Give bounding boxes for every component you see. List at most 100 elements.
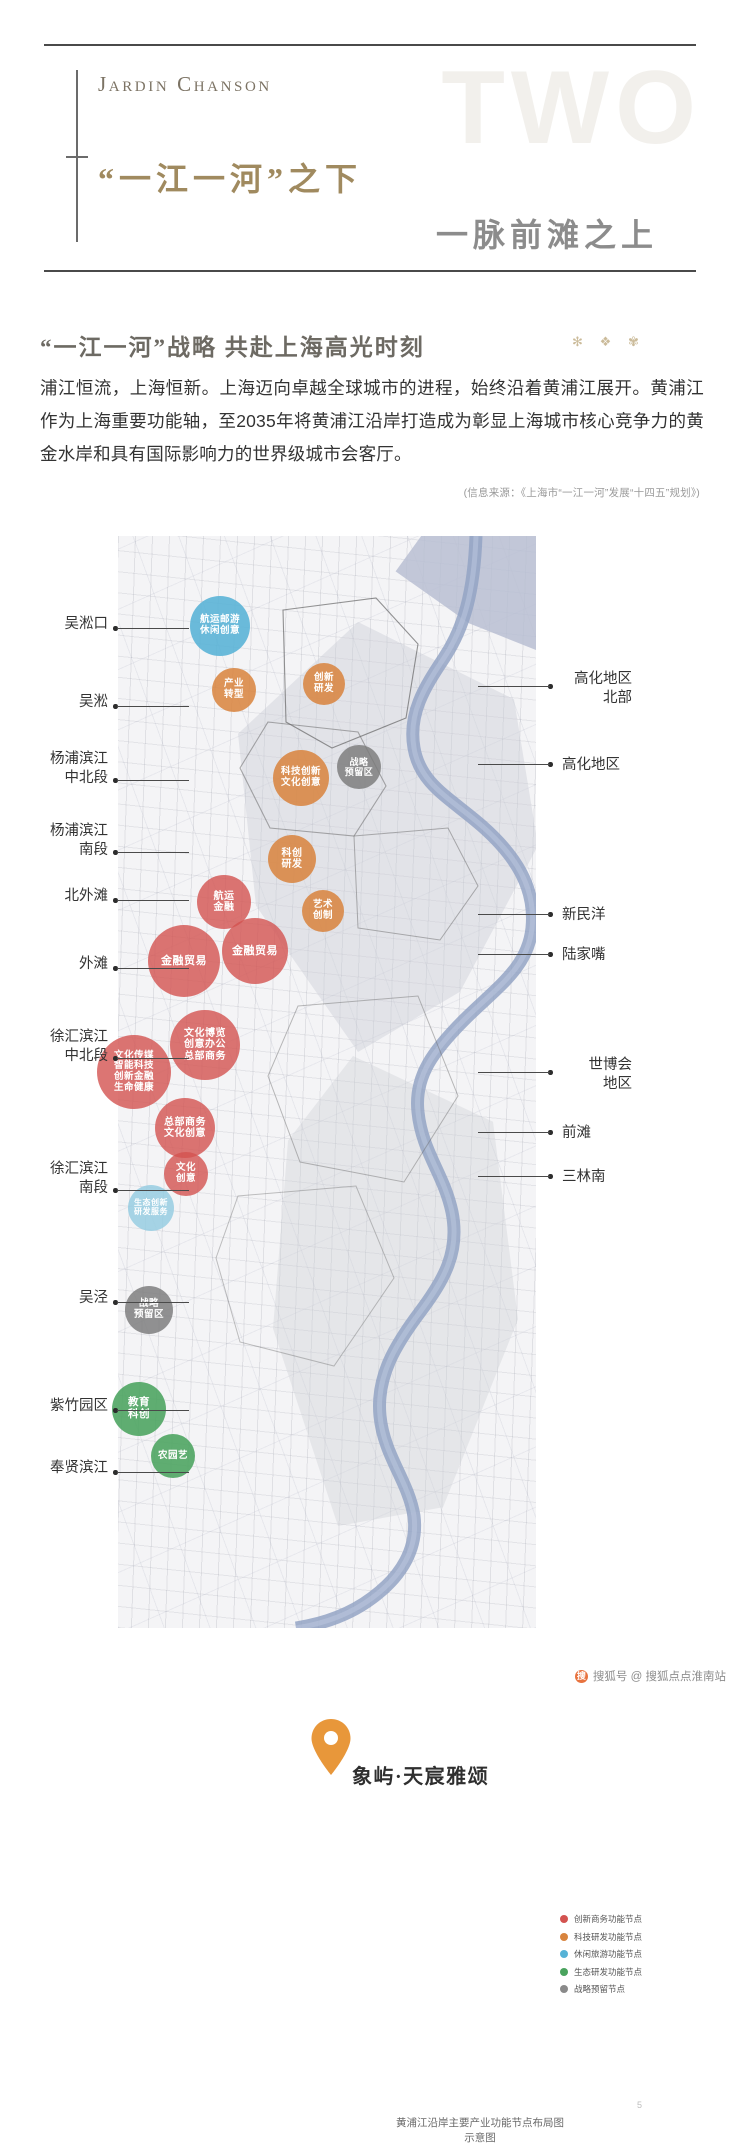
- map-side-label-left: 吴泾: [79, 1290, 108, 1306]
- map-canvas: [118, 536, 536, 1628]
- legend-row: 创新商务功能节点: [560, 1913, 642, 1925]
- map-label-leader-line: [478, 1132, 550, 1133]
- map-label-leader-line: [117, 706, 189, 707]
- map-label-leader-line: [117, 1190, 189, 1191]
- map-node-bubble[interactable]: 生态创新 研发服务: [128, 1185, 174, 1231]
- footer-watermark: 搜 搜狐号 @ 搜狐点点淮南站: [574, 1668, 726, 1684]
- legend-label: 休闲旅游功能节点: [574, 1949, 643, 1959]
- map-node-bubble[interactable]: 艺术 创制: [302, 890, 344, 932]
- headline-line-1: “一江一河”之下: [98, 161, 363, 197]
- header-top-rule: [44, 44, 696, 46]
- map-label-anchor-dot: [113, 1408, 118, 1413]
- map-label-anchor-dot: [113, 898, 118, 903]
- legend-label: 战略预留节点: [574, 1984, 626, 1994]
- map-label-leader-line: [117, 1302, 189, 1303]
- map-node-bubble[interactable]: 航运 金融: [197, 875, 251, 929]
- map-label-leader-line: [478, 764, 550, 765]
- map-side-label-left: 紫竹园区: [50, 1398, 108, 1414]
- map-side-label-right: 三林南: [562, 1169, 606, 1185]
- section-number-watermark: TWO: [441, 50, 702, 166]
- map-node-bubble[interactable]: 总部商务 文化创意: [155, 1098, 215, 1158]
- map-node-bubble[interactable]: 战略 预留区: [337, 745, 381, 789]
- legend-row: 休闲旅游功能节点: [560, 1948, 642, 1960]
- map-label-anchor-dot: [113, 1188, 118, 1193]
- headline-line-2: 一脉前滩之上: [435, 217, 658, 253]
- map-side-label-left: 吴淞口: [64, 616, 109, 632]
- map-side-label-right: 陆家嘴: [562, 947, 606, 963]
- legend-label: 创新商务功能节点: [574, 1914, 643, 1924]
- map-caption: 黄浦江沿岸主要产业功能节点布局图 示意图: [330, 2116, 630, 2146]
- legend-color-swatch: [560, 1932, 568, 1941]
- map-legend: 创新商务功能节点 科技研发功能节点 休闲旅游功能节点生态研发功能节点 战略预留节点: [560, 1913, 642, 2001]
- project-marker-label: 象屿·天宸雅颂: [352, 1766, 490, 1788]
- map-label-anchor-dot: [548, 1070, 553, 1075]
- legend-row: 战略预留节点: [560, 1983, 642, 1995]
- map-label-leader-line: [117, 628, 189, 629]
- ornament-icon-3: ✾: [628, 334, 639, 349]
- map-label-leader-line: [117, 968, 189, 969]
- map-caption-line-1: 黄浦江沿岸主要产业功能节点布局图: [396, 2117, 564, 2129]
- map-label-anchor-dot: [548, 1130, 553, 1135]
- map-label-leader-line: [478, 1072, 550, 1073]
- map-label-anchor-dot: [113, 778, 118, 783]
- map-label-leader-line: [117, 1472, 189, 1473]
- map-side-label-right: 世博会 地区: [588, 1057, 633, 1092]
- map-node-bubble[interactable]: 金融贸易: [148, 925, 220, 997]
- map-node-bubble[interactable]: 金融贸易: [222, 918, 288, 984]
- ornament-icon-1: ✻: [572, 334, 583, 349]
- map-label-leader-line: [117, 1058, 189, 1059]
- source-citation: (信息来源：《上海市“一江一河”发展“十四五”规划》): [463, 487, 700, 499]
- map-label-anchor-dot: [113, 704, 118, 709]
- map-node-bubble[interactable]: 农园艺: [151, 1434, 195, 1478]
- map-label-anchor-dot: [548, 762, 553, 767]
- map-node-bubble[interactable]: 产业 转型: [212, 668, 256, 712]
- map-node-bubble[interactable]: 教育 科创: [112, 1382, 166, 1436]
- page-root: TWO Jardin Chanson “一江一河”之下 一脉前滩之上 “一江一河…: [0, 44, 740, 2144]
- map-label-anchor-dot: [113, 966, 118, 971]
- map-label-leader-line: [478, 686, 550, 687]
- map-side-label-left: 杨浦滨江 南段: [50, 823, 108, 858]
- map-side-label-left: 北外滩: [64, 888, 109, 904]
- map-side-label-left: 吴淞: [79, 694, 108, 710]
- legend-color-swatch: [560, 1967, 568, 1976]
- map-side-label-left: 奉贤滨江: [50, 1460, 108, 1476]
- map-node-bubble[interactable]: 航运邮游 休闲创意: [190, 596, 250, 656]
- map-label-anchor-dot: [548, 912, 553, 917]
- sohu-logo-icon: 搜: [574, 1669, 588, 1683]
- map-side-label-left: 杨浦滨江 中北段: [50, 751, 108, 786]
- legend-color-swatch: [560, 1950, 568, 1958]
- brand-name: Jardin Chanson: [98, 72, 272, 96]
- map-label-leader-line: [478, 914, 550, 915]
- map-node-bubble[interactable]: 文化传媒 智能科技 创新金融 生命健康: [97, 1035, 171, 1109]
- map-node-bubble[interactable]: 科技创新 文化创意: [273, 750, 329, 806]
- header-bottom-rule: [44, 270, 696, 272]
- map-node-bubble[interactable]: 科创 研发: [268, 835, 316, 883]
- map-label-anchor-dot: [113, 1300, 118, 1305]
- map-label-leader-line: [117, 852, 189, 853]
- project-location-pin-icon[interactable]: [310, 1718, 352, 1776]
- map-node-bubble[interactable]: 文化博览 创意办公 总部商务: [170, 1010, 240, 1080]
- legend-row: 科技研发功能节点: [560, 1931, 642, 1943]
- map-label-anchor-dot: [548, 1174, 553, 1179]
- map-side-label-left: 外滩: [79, 956, 108, 972]
- ornament-icon-2: ❖: [599, 334, 612, 349]
- map-side-label-right: 新民洋: [562, 907, 606, 923]
- map-label-anchor-dot: [113, 850, 118, 855]
- map-figure: 航运邮游 休闲创意 产业 转型 创新 研发 科技创新 文化创意 战略 预留区 科创 研发航…: [0, 528, 740, 2144]
- map-node-bubble[interactable]: 文化 创意: [164, 1152, 208, 1196]
- map-node-bubble[interactable]: 战略 预留区: [125, 1286, 173, 1334]
- map-side-label-right: 前滩: [562, 1125, 591, 1141]
- section-heading: “一江一河”战略 共赴上海高光时刻: [40, 335, 425, 360]
- map-label-anchor-dot: [548, 952, 553, 957]
- map-node-bubble[interactable]: 创新 研发: [303, 663, 345, 705]
- legend-color-swatch: [560, 1985, 568, 1993]
- map-side-label-right: 高化地区: [562, 757, 620, 773]
- map-label-anchor-dot: [113, 1470, 118, 1475]
- map-side-label-right: 高化地区 北部: [574, 671, 632, 706]
- header-tick-mark: [66, 156, 88, 158]
- legend-color-swatch: [560, 1915, 568, 1923]
- legend-row: 生态研发功能节点: [560, 1966, 642, 1978]
- legend-label: 科技研发功能节点: [574, 1931, 643, 1942]
- footer-watermark-text: 搜狐号 @ 搜狐点点淮南站: [592, 1671, 726, 1683]
- map-side-label-left: 徐汇滨江 南段: [50, 1161, 108, 1196]
